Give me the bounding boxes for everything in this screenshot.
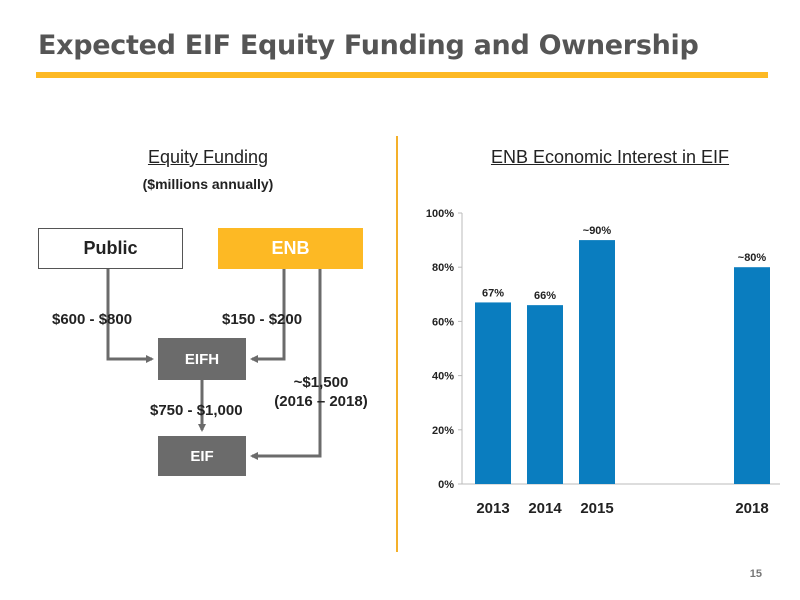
x-tick-label-2018: 2018	[735, 500, 768, 517]
data-label-2014: 66%	[534, 290, 556, 302]
bar-2013	[475, 302, 511, 484]
data-label-2015: ~90%	[583, 225, 612, 237]
public-box: Public	[38, 228, 183, 269]
y-tick-label: 0%	[438, 479, 454, 491]
arrow-enb-to-eif	[250, 269, 322, 460]
enb-to-eifh-amount: $150 - $200	[222, 311, 303, 328]
eifh-box: EIFH	[158, 338, 246, 380]
y-tick-label: 20%	[432, 425, 454, 437]
enb-box: ENB	[218, 228, 363, 269]
y-tick-label: 100%	[426, 208, 454, 220]
chart-title: ENB Economic Interest in EIF	[490, 147, 730, 167]
arrow-enb-to-eifh	[250, 269, 286, 363]
eifh-to-eif-amount: $750 - $1,000	[150, 402, 243, 419]
equity-funding-heading: Equity Funding	[147, 147, 269, 167]
bar-2014	[527, 305, 563, 484]
y-tick-label: 80%	[432, 262, 454, 274]
x-tick-label-2013: 2013	[476, 500, 509, 517]
data-label-2018: ~80%	[738, 252, 767, 264]
y-tick-label: 60%	[432, 316, 454, 328]
x-tick-label-2015: 2015	[580, 500, 613, 517]
enb-to-eif-period: (2016 – 2018)	[274, 393, 368, 410]
equity-funding-subheading: ($millions annually)	[142, 176, 274, 192]
vertical-divider	[396, 136, 398, 552]
x-tick-label-2014: 2014	[528, 500, 562, 517]
eif-box: EIF	[158, 436, 246, 476]
data-label-2013: 67%	[482, 287, 504, 299]
arrow-public-to-eifh	[106, 269, 154, 363]
bar-2018	[734, 267, 770, 484]
title-underline	[36, 72, 768, 78]
page-number: 15	[749, 568, 762, 580]
public-to-eifh-amount: $600 - $800	[52, 311, 133, 328]
enb-to-eif-amount: ~$1,500	[293, 374, 349, 391]
page-title: Expected EIF Equity Funding and Ownershi…	[38, 30, 699, 61]
y-tick-label: 40%	[432, 371, 454, 383]
bar-2015	[579, 240, 615, 484]
